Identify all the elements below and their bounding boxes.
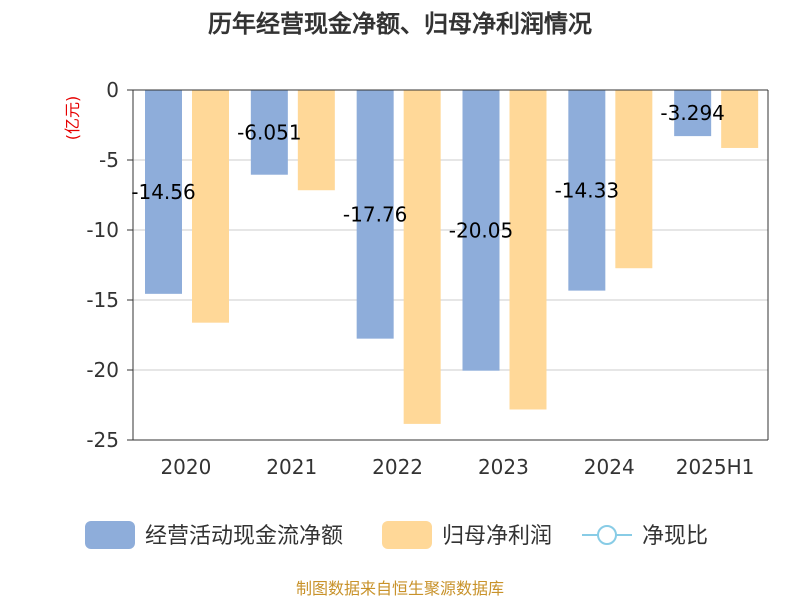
data-label: -14.56 (131, 180, 195, 204)
y-tick-label: -15 (86, 288, 119, 312)
bar-0-2020 (145, 90, 182, 294)
x-tick-label: 2021 (266, 455, 317, 479)
legend-item-2[interactable]: 净现比 (582, 524, 708, 549)
legend-label: 净现比 (642, 524, 708, 549)
bars (145, 90, 759, 424)
bar-0-2021 (250, 90, 288, 175)
data-label: -17.76 (343, 202, 407, 226)
axes (127, 89, 769, 441)
chart-title: 历年经营现金净额、归母净利润情况 (208, 10, 592, 38)
y-tick-label: -5 (99, 148, 119, 172)
bar-1-2022 (403, 90, 441, 424)
legend[interactable]: 经营活动现金流净额 归母净利润 净现比 (85, 521, 708, 549)
legend-swatch (382, 521, 432, 549)
bar-0-2024 (568, 90, 606, 291)
y-tick-label: 0 (106, 78, 119, 102)
x-tick-label: 2025H1 (676, 455, 755, 479)
legend-swatch (85, 521, 135, 549)
legend-marker (597, 525, 617, 545)
y-tick-label: -25 (86, 428, 119, 452)
data-label: -14.33 (555, 178, 619, 202)
bar-1-2025H1 (721, 90, 759, 148)
bar-1-2020 (192, 90, 229, 323)
bar-1-2021 (297, 90, 335, 191)
y-axis-label: (亿元) (63, 96, 82, 141)
bar-1-2024 (615, 90, 653, 269)
x-tick-label: 2020 (160, 455, 211, 479)
data-label: -6.051 (237, 120, 301, 144)
y-tick-label: -10 (86, 218, 119, 242)
source-note: 制图数据来自恒生聚源数据库 (296, 579, 504, 598)
bar-0-2025H1 (674, 90, 712, 137)
legend-item-0[interactable]: 经营活动现金流净额 (85, 521, 343, 549)
y-tick-label: -20 (86, 358, 119, 382)
bar-0-2022 (356, 90, 394, 339)
legend-item-1[interactable]: 归母净利润 (382, 521, 552, 549)
legend-label: 归母净利润 (442, 524, 552, 549)
data-label: -3.294 (660, 101, 724, 125)
x-tick-label: 2023 (478, 455, 529, 479)
data-label: -20.05 (449, 218, 513, 242)
x-ticks: 2020 2021 2022 2023 2024 2025H1 (160, 455, 754, 479)
y-ticks: 0 -5 -10 -15 -20 -25 (86, 78, 119, 452)
x-tick-label: 2024 (584, 455, 635, 479)
data-labels: -14.56 -6.051 -17.76 -20.05 -14.33 -3.294 (131, 101, 725, 242)
bar-0-2023 (462, 90, 500, 371)
legend-label: 经营活动现金流净额 (145, 524, 343, 549)
bar-1-2023 (509, 90, 547, 410)
x-tick-label: 2022 (372, 455, 423, 479)
